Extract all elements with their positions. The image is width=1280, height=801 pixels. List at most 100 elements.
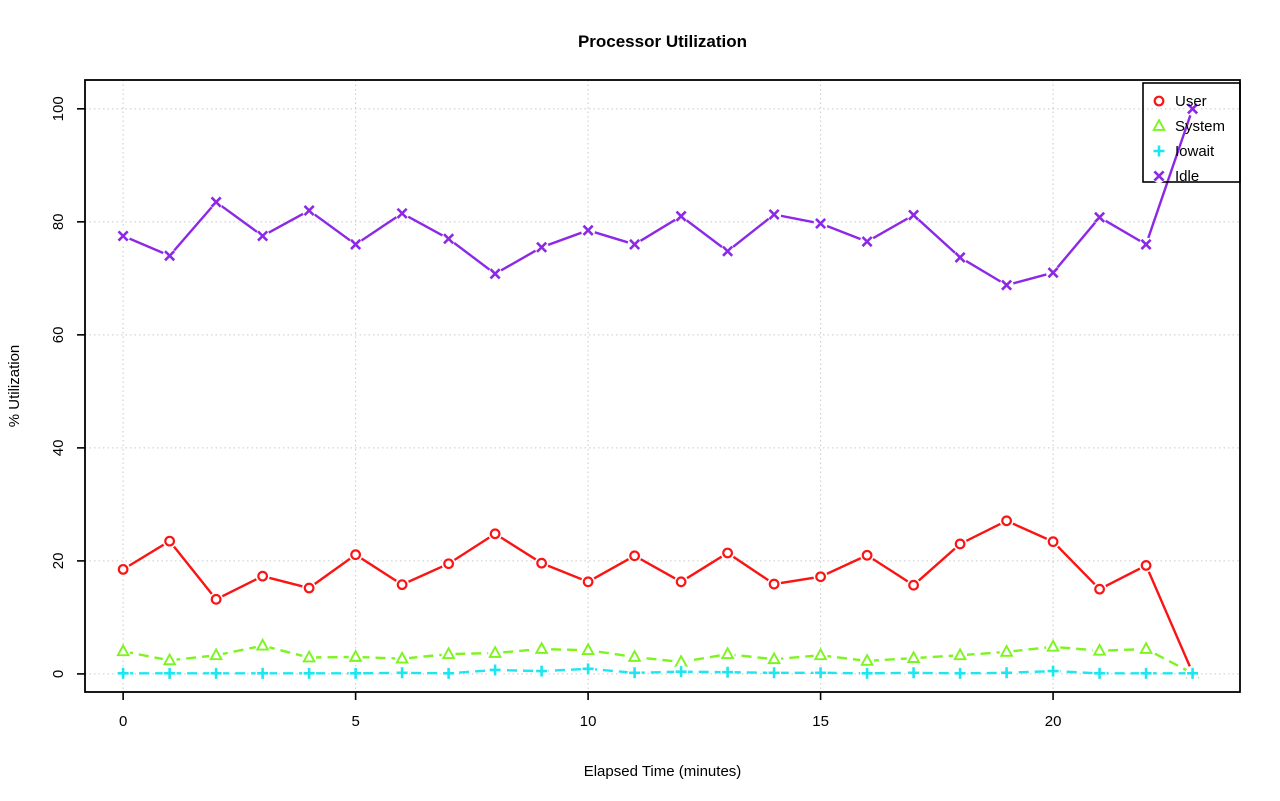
x-marker — [675, 210, 687, 222]
plus-marker — [489, 664, 501, 676]
triangle-marker — [534, 641, 549, 654]
plus-marker — [303, 667, 315, 679]
triangle-marker — [767, 651, 781, 665]
plus-marker — [443, 667, 455, 679]
x-marker — [303, 205, 315, 217]
x-marker — [489, 268, 501, 280]
x-marker — [396, 207, 408, 219]
circle-marker — [722, 547, 733, 559]
triangle-marker — [1046, 639, 1060, 652]
series-line-system — [122, 644, 1194, 675]
x-marker — [257, 230, 269, 242]
y-tick-label: 40 — [50, 440, 67, 457]
x-tick-label: 0 — [119, 713, 127, 730]
x-marker — [629, 238, 641, 250]
x-marker — [117, 230, 129, 242]
circle-marker — [303, 582, 315, 594]
x-marker — [1094, 211, 1106, 223]
x-tick-label: 20 — [1045, 713, 1062, 730]
plus-marker — [117, 667, 129, 679]
y-tick-label: 100 — [50, 96, 67, 121]
circle-marker — [768, 578, 780, 590]
chart-title: Processor Utilization — [577, 32, 748, 51]
plus-marker — [908, 667, 920, 679]
triangle-marker — [1139, 641, 1153, 654]
plus-marker — [815, 667, 827, 679]
plus-marker — [1001, 667, 1013, 679]
x-marker — [1140, 238, 1152, 250]
plus-marker — [629, 667, 641, 679]
x-axis-label: Elapsed Time (minutes) — [583, 763, 742, 780]
circle-marker — [443, 558, 455, 570]
triangle-marker — [441, 646, 456, 659]
legend-box — [1142, 82, 1241, 183]
plus-marker — [861, 667, 873, 679]
x-tick-label: 5 — [351, 713, 359, 730]
circle-marker — [582, 576, 594, 588]
x-marker — [1001, 279, 1013, 291]
triangle-marker — [162, 652, 177, 666]
x-marker — [954, 251, 966, 263]
plus-marker — [257, 667, 269, 679]
triangle-marker — [999, 644, 1014, 657]
y-tick-label: 0 — [50, 670, 67, 678]
triangle-marker — [348, 649, 363, 662]
circle-marker — [1153, 95, 1165, 107]
triangle-marker — [209, 647, 224, 661]
triangle-marker — [1092, 642, 1107, 656]
series-line-user — [122, 519, 1194, 674]
series-line-iowait — [123, 667, 1193, 675]
x-marker — [1047, 267, 1059, 279]
plus-marker — [675, 666, 687, 678]
series-line-idle — [122, 108, 1194, 287]
plus-marker — [210, 667, 222, 679]
triangle-marker — [813, 647, 828, 661]
triangle-marker — [627, 649, 642, 662]
triangle-marker — [255, 637, 270, 651]
x-marker — [815, 218, 827, 230]
plus-marker — [954, 667, 966, 679]
triangle-marker — [116, 643, 131, 657]
x-marker — [210, 196, 222, 208]
x-marker — [722, 245, 734, 257]
plus-marker — [396, 667, 408, 679]
plus-marker — [1187, 667, 1199, 679]
plus-marker — [536, 665, 548, 677]
triangle-marker — [395, 650, 410, 664]
plus-marker — [582, 663, 594, 675]
x-marker — [350, 238, 362, 250]
circle-marker — [257, 570, 269, 582]
x-marker — [1187, 103, 1199, 115]
triangle-marker — [720, 646, 735, 659]
circle-marker — [1001, 515, 1012, 527]
legend-label-iowait: Iowait — [1175, 143, 1215, 160]
triangle-marker — [860, 653, 874, 666]
triangle-marker — [581, 642, 596, 656]
plus-marker — [1153, 145, 1165, 157]
x-marker — [582, 224, 594, 236]
y-tick-label: 80 — [50, 213, 67, 230]
circle-marker — [908, 579, 919, 591]
legend-label-user: User — [1175, 93, 1207, 110]
x-marker — [443, 233, 455, 245]
plus-marker — [768, 667, 780, 679]
x-marker — [536, 241, 548, 253]
circle-marker — [210, 593, 222, 605]
plot-border — [84, 79, 1241, 693]
plus-marker — [722, 666, 734, 678]
circle-marker — [1094, 583, 1105, 595]
plus-marker — [350, 667, 362, 679]
triangle-marker — [953, 647, 967, 661]
plus-marker — [1140, 667, 1152, 679]
plus-marker — [1094, 667, 1106, 679]
circle-marker — [861, 549, 873, 561]
circle-marker — [489, 528, 501, 540]
circle-marker — [629, 550, 641, 562]
circle-marker — [117, 563, 129, 575]
circle-marker — [350, 549, 362, 561]
x-marker — [164, 250, 176, 262]
x-tick-label: 15 — [812, 713, 829, 730]
plus-marker — [164, 667, 176, 679]
